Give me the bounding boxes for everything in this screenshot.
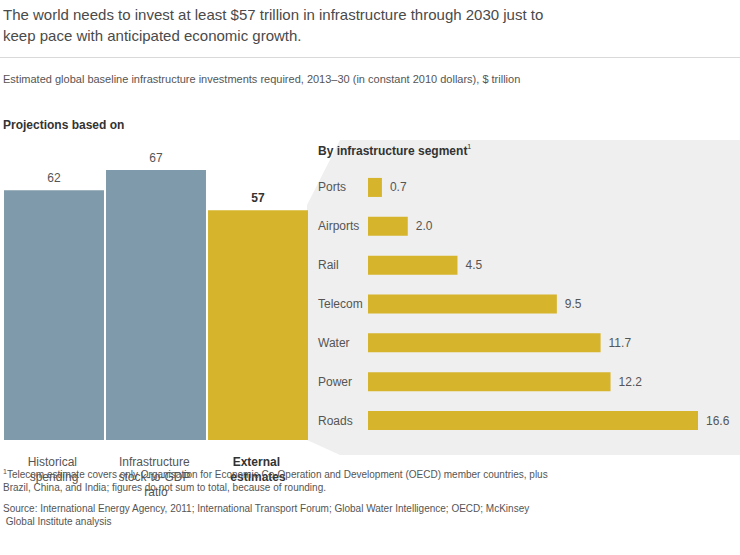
svg-text:1: 1 [3,468,7,475]
svg-text:2.0: 2.0 [416,219,433,233]
svg-text:Global Institute analysis: Global Institute analysis [3,516,111,527]
svg-text:keep pace with anticipated eco: keep pace with anticipated economic grow… [3,27,302,44]
svg-text:12.2: 12.2 [619,375,643,389]
svg-text:Roads: Roads [318,414,353,428]
svg-text:Projections based on: Projections based on [3,118,124,132]
svg-text:By infrastructure segment: By infrastructure segment [318,144,467,158]
svg-text:1: 1 [467,143,471,150]
svg-text:Source: International Energy A: Source: International Energy Agency, 201… [3,503,529,514]
svg-text:The world needs to invest at l: The world needs to invest at least $57 t… [3,6,547,23]
svg-text:Infrastructure: Infrastructure [119,455,193,469]
svg-text:Estimated global baseline infr: Estimated global baseline infrastructure… [3,73,520,85]
svg-text:Power: Power [318,375,352,389]
svg-text:External: External [233,455,284,469]
svg-text:0.7: 0.7 [390,180,407,194]
svg-text:62: 62 [47,171,61,185]
svg-text:Water: Water [318,336,350,350]
svg-text:Telecom estimate covers only O: Telecom estimate covers only Organisatio… [7,469,551,480]
svg-text:Ports: Ports [318,180,346,194]
svg-text:Airports: Airports [318,219,359,233]
svg-text:9.5: 9.5 [565,297,582,311]
svg-text:67: 67 [149,151,163,165]
svg-text:Telecom: Telecom [318,297,363,311]
svg-text:Brazil, China, and India; figu: Brazil, China, and India; figures do not… [3,482,326,493]
svg-text:Historical: Historical [28,455,81,469]
svg-text:Rail: Rail [318,258,339,272]
svg-text:57: 57 [251,191,265,205]
svg-text:4.5: 4.5 [465,258,482,272]
svg-text:11.7: 11.7 [609,336,632,350]
svg-text:16.6: 16.6 [706,414,730,428]
